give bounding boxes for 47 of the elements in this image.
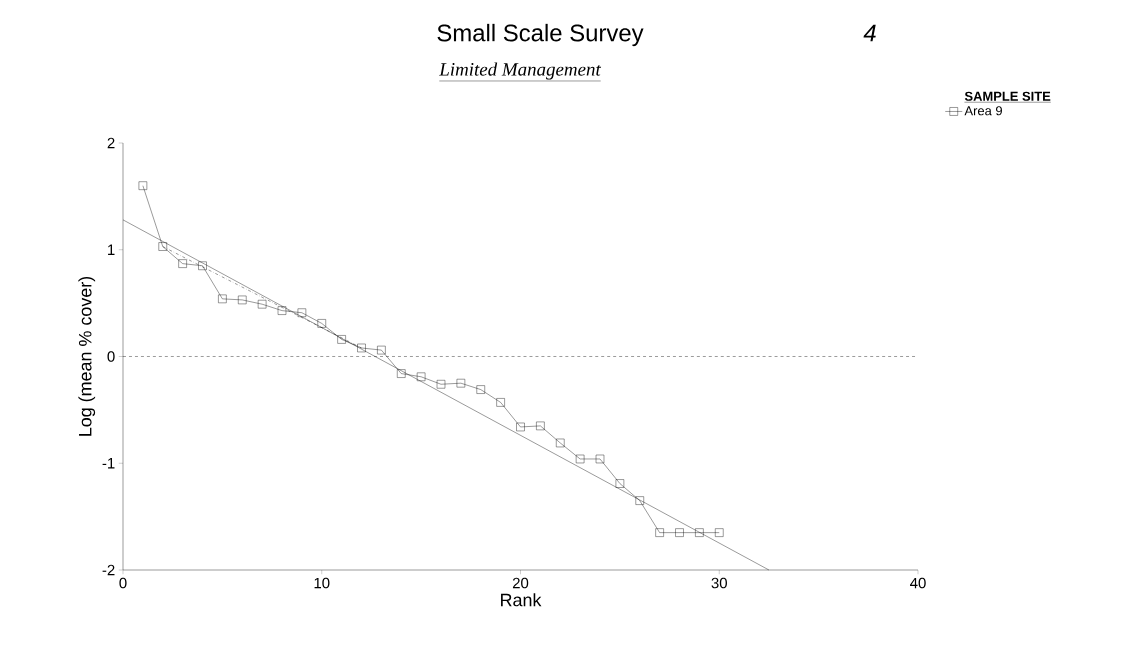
x-tick-label: 40 (910, 577, 926, 589)
x-axis-title: Rank (501, 593, 542, 607)
point (556, 438, 565, 448)
x-tick-label: 20 (512, 577, 529, 589)
x-tick-label: 10 (314, 577, 330, 589)
point (416, 372, 426, 381)
y-tick-label: 0 (107, 351, 115, 362)
point (575, 454, 585, 464)
x-tick-label: 0 (119, 577, 127, 589)
text: 4 (863, 24, 876, 42)
point (675, 528, 684, 537)
chart-title: Small Scale Survey (437, 23, 644, 47)
legend-title: SAMPLE SITE (964, 91, 1051, 101)
point (715, 528, 724, 537)
point (536, 421, 545, 431)
point (238, 295, 247, 305)
y-tick-label: -1 (102, 458, 115, 469)
point (377, 345, 386, 355)
point (178, 259, 187, 268)
point (496, 398, 505, 407)
point (456, 379, 466, 388)
y-tick-label: 2 (107, 137, 115, 149)
point (297, 308, 307, 317)
point (138, 181, 148, 190)
point (198, 261, 207, 270)
legend-label: Area 9 (964, 106, 1002, 116)
point (257, 300, 267, 309)
chart-subtitle: Limited Management (439, 62, 602, 80)
y-axis-title: Log (mean % cover) (78, 276, 96, 436)
point (655, 528, 664, 537)
point (635, 496, 644, 505)
y-tick-label: -2 (102, 564, 115, 576)
point (615, 479, 625, 488)
x-tick-label: 30 (711, 577, 727, 589)
point (337, 335, 346, 344)
point (158, 242, 167, 251)
point (218, 294, 227, 304)
point (277, 306, 287, 315)
point (436, 380, 446, 389)
point (476, 385, 485, 394)
point (595, 454, 605, 464)
point (357, 343, 366, 353)
point (397, 369, 406, 378)
y-tick-label: 1 (108, 244, 115, 255)
point (317, 319, 326, 328)
point (516, 422, 525, 432)
point (695, 528, 704, 537)
